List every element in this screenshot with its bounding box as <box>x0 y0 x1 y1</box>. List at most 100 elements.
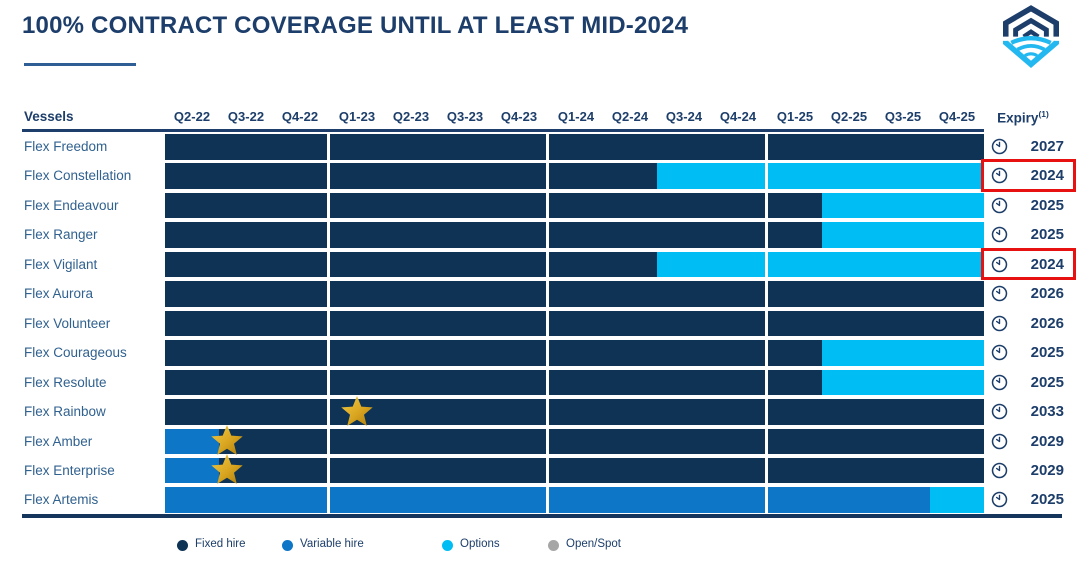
bar-segment-fixed <box>657 310 711 337</box>
clock-icon <box>991 256 1008 273</box>
bar-segment-fixed <box>438 340 492 366</box>
bar-segment-fixed <box>330 457 384 484</box>
expiry-year: 2026 <box>1030 314 1064 332</box>
bar-segment-fixed <box>657 281 711 307</box>
bar-segment-fixed <box>711 281 765 307</box>
bar-segment-fixed <box>549 428 603 454</box>
bar-segment-fixed <box>219 281 273 307</box>
vessel-name: Flex Enterprise <box>24 462 115 478</box>
bar-segment-options <box>876 163 930 189</box>
bar-segment-fixed <box>384 134 438 160</box>
bar-segment-fixed <box>768 428 822 454</box>
contract-bar <box>165 369 984 396</box>
bar-segment-fixed <box>384 428 438 454</box>
vessels-column-header: Vessels <box>24 109 74 124</box>
bar-segment-fixed <box>273 163 327 189</box>
quarter-header: Q1-23 <box>338 109 376 124</box>
bar-segment-fixed <box>549 222 603 248</box>
bar-segment-fixed <box>711 428 765 454</box>
quarter-header: Q1-25 <box>776 109 814 124</box>
vessel-name: Flex Resolute <box>24 374 107 390</box>
expiry-year: 2033 <box>1030 403 1064 421</box>
expiry-cell: 2029 <box>984 458 1080 484</box>
bar-segment-fixed <box>549 399 603 425</box>
expiry-year: 2024 <box>1030 167 1064 185</box>
bar-segment-fixed <box>711 310 765 337</box>
bar-segment-fixed <box>930 134 984 160</box>
bar-segment-fixed <box>492 251 546 278</box>
bar-segment-fixed <box>273 428 327 454</box>
bar-segment-options <box>768 163 822 189</box>
bar-segment-fixed <box>711 340 765 366</box>
quarter-header: Q2-25 <box>830 109 868 124</box>
bar-segment-fixed <box>273 457 327 484</box>
bar-segment-fixed <box>330 192 384 219</box>
bar-segment-fixed <box>219 163 273 189</box>
bar-segment-fixed <box>492 399 546 425</box>
bar-segment-fixed <box>822 428 876 454</box>
bar-segment-options <box>711 163 765 189</box>
bar-segment-fixed <box>219 192 273 219</box>
bar-segment-fixed <box>768 457 822 484</box>
bar-segment-fixed <box>384 310 438 337</box>
bar-segment-fixed <box>492 428 546 454</box>
bar-segment-fixed <box>657 192 711 219</box>
bar-segment-fixed <box>876 399 930 425</box>
bar-segment-options <box>657 163 711 189</box>
bar-segment-fixed <box>165 192 219 219</box>
expiry-year: 2025 <box>1030 344 1064 362</box>
bar-segment-fixed <box>330 369 384 396</box>
bar-segment-fixed <box>711 369 765 396</box>
expiry-cell: 2026 <box>984 311 1080 337</box>
bar-segment-fixed <box>822 457 876 484</box>
quarter-header: Q3-22 <box>227 109 265 124</box>
bar-segment-fixed <box>438 428 492 454</box>
bar-segment-fixed <box>273 251 327 278</box>
bar-segment-fixed <box>603 428 657 454</box>
bar-segment-variable <box>384 487 438 513</box>
bar-segment-fixed <box>438 457 492 484</box>
bar-segment-fixed <box>768 134 822 160</box>
page-title: 100% CONTRACT COVERAGE UNTIL AT LEAST MI… <box>22 12 689 39</box>
bar-segment-variable <box>330 487 384 513</box>
bar-segment-fixed <box>165 369 219 396</box>
clock-icon <box>991 285 1008 302</box>
table-row: Flex Amber 2029 <box>22 425 1080 455</box>
vessel-name: Flex Vigilant <box>24 256 98 272</box>
bar-segment-fixed <box>438 369 492 396</box>
bar-segment-variable <box>165 428 219 454</box>
expiry-column-header: Expiry(1) <box>978 109 1068 126</box>
bar-segment-fixed <box>165 399 219 425</box>
clock-icon <box>991 433 1008 450</box>
bar-segment-fixed <box>330 251 384 278</box>
bar-segment-fixed <box>384 192 438 219</box>
bar-segment-fixed <box>930 281 984 307</box>
contract-bar <box>165 425 984 455</box>
table-row: Flex Aurora 2026 <box>22 281 1080 307</box>
bar-segment-fixed <box>384 457 438 484</box>
bar-segment-fixed <box>219 222 273 248</box>
bar-segment-fixed <box>492 192 546 219</box>
legend-label: Fixed hire <box>195 538 246 550</box>
bar-segment-variable <box>165 457 219 484</box>
table-bottom-border <box>22 514 1062 518</box>
bar-segment-fixed <box>219 340 273 366</box>
bar-segment-fixed <box>384 340 438 366</box>
expiry-year: 2025 <box>1030 226 1064 244</box>
bar-segment-fixed <box>330 222 384 248</box>
clock-icon <box>991 138 1008 155</box>
bar-segment-fixed <box>165 310 219 337</box>
legend-item: Variable hire <box>282 538 422 553</box>
bar-segment-fixed <box>657 134 711 160</box>
clock-icon <box>991 491 1008 508</box>
bar-segment-fixed <box>768 222 822 248</box>
bar-segment-options <box>657 251 711 278</box>
bar-segment-variable <box>549 487 603 513</box>
bar-segment-options <box>822 163 876 189</box>
quarter-header: Q3-23 <box>446 109 484 124</box>
clock-icon <box>991 344 1008 361</box>
bar-segment-options <box>768 251 822 278</box>
expiry-highlight-box <box>981 247 1076 281</box>
bar-segment-fixed <box>492 369 546 396</box>
expiry-cell: 2027 <box>984 134 1080 160</box>
